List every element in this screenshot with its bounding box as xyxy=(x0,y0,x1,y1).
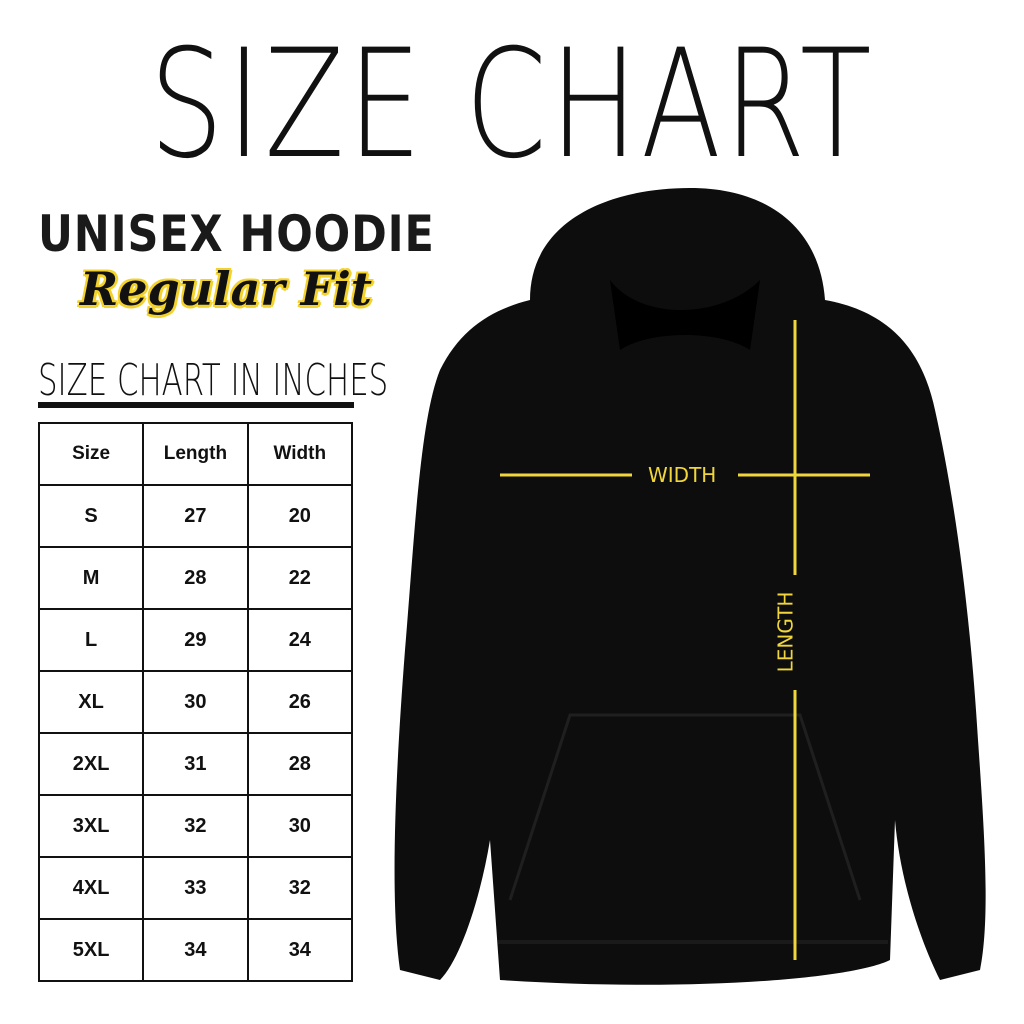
length-cell: 34 xyxy=(142,918,249,982)
subtitle-underline xyxy=(38,402,354,408)
table-row: S 27 20 xyxy=(37,484,354,548)
fit-label: Regular Fit xyxy=(80,262,373,316)
table-row: 4XL 33 32 xyxy=(37,856,354,920)
width-cell: 30 xyxy=(246,794,354,858)
width-cell: 28 xyxy=(246,732,354,796)
table-header-row: Size Length Width xyxy=(37,422,354,486)
length-cell: Length xyxy=(142,422,249,486)
page-title: SIZE CHART xyxy=(149,18,875,192)
width-cell: 20 xyxy=(246,484,354,548)
width-label: WIDTH xyxy=(648,463,717,487)
table-row: 2XL 31 28 xyxy=(37,732,354,796)
length-cell: 29 xyxy=(142,608,249,672)
table-row: M 28 22 xyxy=(37,546,354,610)
table-row: 5XL 34 34 xyxy=(37,918,354,982)
length-cell: 31 xyxy=(142,732,249,796)
width-cell: 26 xyxy=(246,670,354,734)
size-cell: M xyxy=(37,546,145,610)
chart-subtitle: SIZE CHART IN INCHES xyxy=(38,355,389,406)
width-cell: 24 xyxy=(246,608,354,672)
hoodie-image xyxy=(394,188,986,985)
product-name: UNISEX HOODIE xyxy=(38,205,435,263)
length-cell: 27 xyxy=(142,484,249,548)
size-table: Size Length Width S 27 20 M 28 22 L 29 24 XL 30 26 2XL 3… xyxy=(37,422,354,982)
length-cell: 33 xyxy=(142,856,249,920)
table-row: 3XL 32 30 xyxy=(37,794,354,858)
length-cell: 32 xyxy=(142,794,249,858)
width-cell: 32 xyxy=(246,856,354,920)
size-cell: 4XL xyxy=(37,856,145,920)
length-cell: 28 xyxy=(142,546,249,610)
width-cell: 22 xyxy=(246,546,354,610)
table-row: XL 30 26 xyxy=(37,670,354,734)
size-cell: L xyxy=(37,608,145,672)
size-cell: 3XL xyxy=(37,794,145,858)
size-cell: XL xyxy=(37,670,145,734)
hoodie-silhouette xyxy=(394,188,986,985)
size-cell: 5XL xyxy=(37,918,145,982)
table-row: L 29 24 xyxy=(37,608,354,672)
size-cell: Size xyxy=(37,422,145,486)
size-cell: S xyxy=(37,484,145,548)
width-cell: Width xyxy=(246,422,354,486)
length-cell: 30 xyxy=(142,670,249,734)
width-cell: 34 xyxy=(246,918,354,982)
length-label: LENGTH xyxy=(773,591,798,673)
size-cell: 2XL xyxy=(37,732,145,796)
